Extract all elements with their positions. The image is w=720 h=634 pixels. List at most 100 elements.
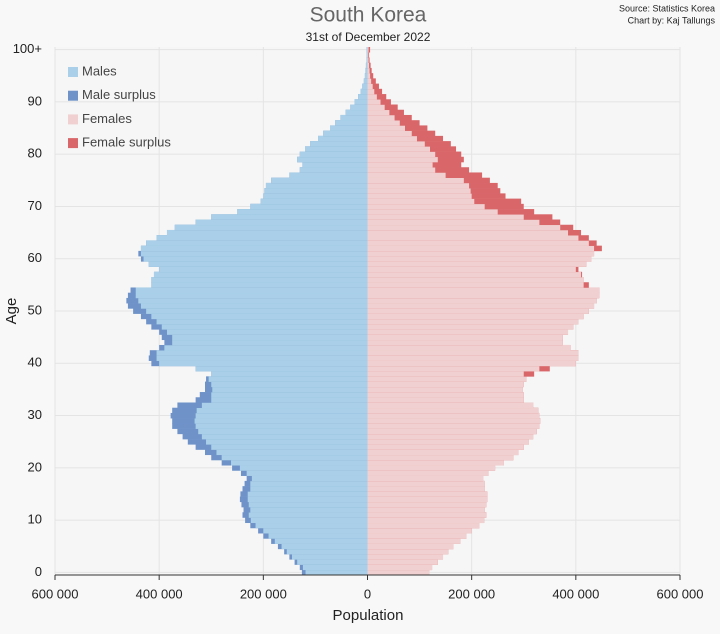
bar [367,480,485,487]
bar [255,522,368,529]
bar [367,167,436,173]
bar [263,193,368,199]
bar [212,386,368,393]
bar [367,109,390,116]
bar [250,480,368,487]
bar [367,57,369,63]
bar [367,235,579,241]
bar [367,522,480,529]
legend-swatch [68,90,78,101]
bar-surplus [367,78,376,84]
bar [367,501,487,508]
bar [195,412,368,419]
bar [172,339,368,346]
y-tick-label: 20 [28,459,42,474]
bar [367,355,579,361]
bar [250,203,368,210]
bar [367,224,561,231]
bar [367,423,540,429]
bar [135,292,368,299]
legend-label: Female surplus [82,135,171,150]
bar [247,496,368,503]
bar [367,334,563,341]
bar [367,392,524,398]
bar [159,266,368,273]
bar [367,209,498,215]
bar [367,412,540,419]
y-tick-label: 40 [28,355,42,370]
bar [367,371,524,377]
y-tick-label: 90 [28,93,42,108]
bar [367,360,576,367]
chart-title: South Korea [310,4,427,27]
credit: Chart by: Kaj Tallungs [628,15,716,25]
bar [367,141,425,147]
bar [367,203,485,210]
bar [340,114,368,121]
bar [151,277,368,283]
bar [140,303,368,309]
bar [250,486,368,492]
bar [247,491,368,497]
bar [211,214,368,220]
bar [367,376,527,382]
bar [367,507,485,513]
bar [211,392,368,398]
bar-surplus [367,57,370,63]
bar [248,501,368,508]
bar [367,303,595,309]
legend-label: Male surplus [82,87,156,102]
bar [146,240,368,246]
y-tick-label: 0 [35,564,42,579]
bar [302,162,368,168]
x-tick-label: 400 000 [552,586,599,601]
bar [268,533,368,539]
bar [367,543,454,550]
bar [264,188,368,194]
bar [367,444,524,450]
y-tick-label: 80 [28,146,42,161]
bar [358,94,368,100]
chart-subtitle: 31st of December 2022 [306,30,431,44]
bar [367,135,417,142]
bar [291,554,368,560]
bar [367,287,600,294]
bar [367,512,487,518]
bar [367,470,489,476]
bar [194,418,368,424]
bar [201,433,368,440]
y-tick-label: 70 [28,198,42,213]
x-tick-label: 200 000 [240,586,287,601]
bar [367,182,470,189]
bar [366,57,368,63]
bar [305,569,368,576]
bar [140,250,368,257]
bar [367,266,576,273]
bar [367,193,472,199]
bar [367,402,534,409]
bar [367,339,563,346]
bar [367,407,539,414]
bar [367,271,582,278]
bar [367,313,584,320]
bar [246,470,368,476]
bar [305,146,368,152]
bar [216,449,368,456]
y-tick-label: 30 [28,407,42,422]
bar [365,62,368,69]
bar [367,533,467,539]
bar [251,475,368,482]
bar [367,219,540,226]
bar [367,229,569,236]
bar [271,177,368,184]
legend-label: Females [82,111,132,126]
bar [299,151,368,158]
bar [367,381,524,388]
bar [367,538,461,544]
x-tick-label: 400 000 [136,586,183,601]
bar [297,156,368,163]
bar [365,67,368,74]
bar [354,99,368,105]
bar [367,104,385,111]
bar [318,135,368,142]
